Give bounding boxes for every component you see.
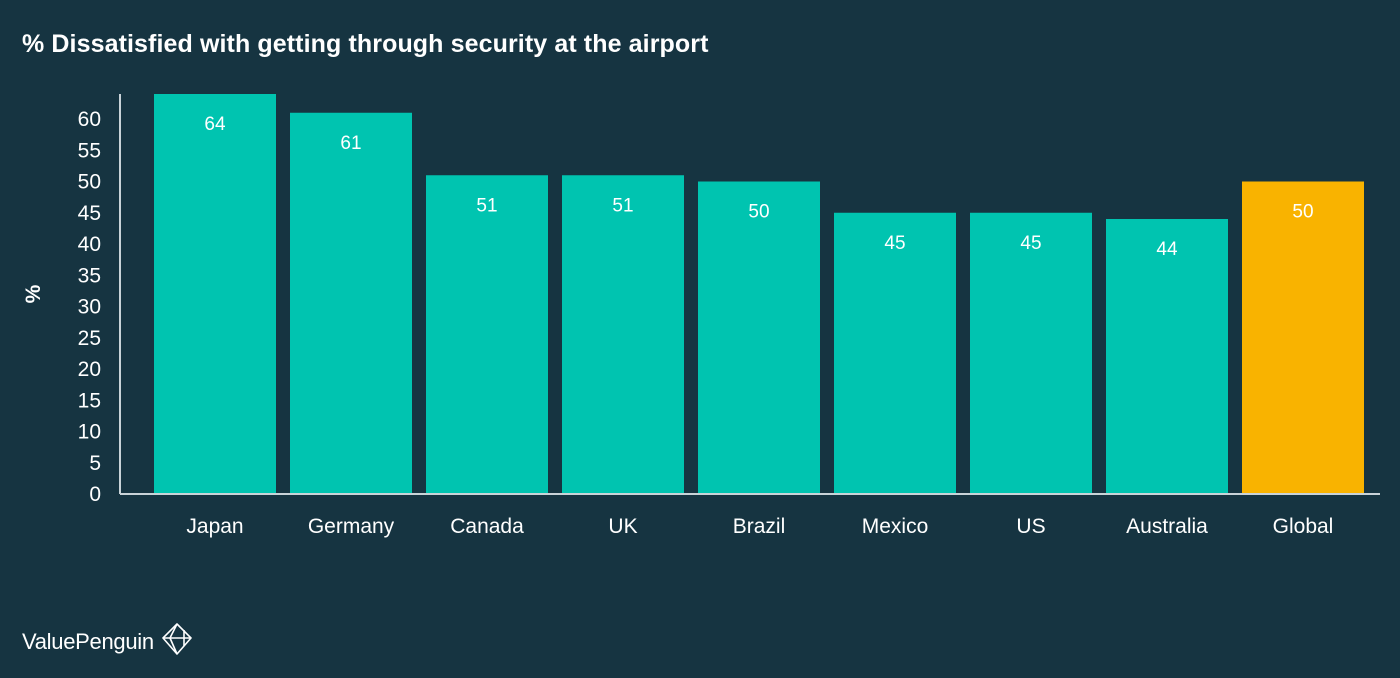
y-tick-label: 60 <box>78 108 101 131</box>
bar-japan <box>154 94 276 494</box>
data-label: 64 <box>204 114 226 135</box>
data-label: 51 <box>612 195 633 216</box>
branding: ValuePenguin <box>22 622 194 661</box>
y-tick-label: 10 <box>78 421 101 444</box>
x-tick-label: Japan <box>186 515 243 538</box>
y-tick-label: 5 <box>89 452 101 475</box>
bar-uk <box>562 175 684 494</box>
y-tick-label: 0 <box>89 483 101 506</box>
y-tick-label: 20 <box>78 358 101 381</box>
bar-global <box>1242 181 1364 494</box>
bar-germany <box>290 112 412 494</box>
y-tick-label: 55 <box>78 139 101 162</box>
x-tick-label: Canada <box>450 515 524 538</box>
data-label: 45 <box>1020 233 1041 254</box>
x-axis-labels: Japan Germany Canada UK Brazil Mexico US Austra… <box>186 515 1333 538</box>
bar-canada <box>426 175 548 494</box>
data-label: 45 <box>884 233 905 254</box>
y-axis-ticks: 0 5 10 15 20 25 30 35 40 45 50 55 60 <box>78 108 101 506</box>
data-label: 44 <box>1156 239 1178 260</box>
y-tick-label: 30 <box>78 296 101 319</box>
y-tick-label: 50 <box>78 171 101 194</box>
bar-brazil <box>698 181 820 494</box>
bar-us <box>970 212 1092 494</box>
bar-chart: 0 5 10 15 20 25 30 35 40 45 50 55 60 64 61 51 51 50 45 45 4… <box>22 94 1380 538</box>
y-axis-title: % <box>22 284 45 303</box>
brand-name: ValuePenguin <box>22 628 154 654</box>
x-tick-label: Australia <box>1126 515 1208 538</box>
y-tick-label: 25 <box>78 327 101 350</box>
y-tick-label: 35 <box>78 264 101 287</box>
x-tick-label: Brazil <box>733 515 786 538</box>
y-tick-label: 15 <box>78 389 101 412</box>
y-tick-label: 45 <box>78 202 101 225</box>
x-tick-label: Germany <box>308 515 395 538</box>
bars <box>154 94 1364 494</box>
bar-mexico <box>834 212 956 494</box>
x-tick-label: Global <box>1273 515 1334 538</box>
x-tick-label: Mexico <box>862 515 929 538</box>
x-tick-label: UK <box>608 515 637 538</box>
data-label: 61 <box>340 133 361 154</box>
data-label: 51 <box>476 195 497 216</box>
valuepenguin-logo-icon <box>160 622 194 661</box>
data-labels: 64 61 51 51 50 45 45 44 50 <box>204 114 1313 260</box>
data-label: 50 <box>748 202 769 223</box>
bar-australia <box>1106 219 1228 494</box>
x-tick-label: US <box>1016 515 1045 538</box>
y-tick-label: 40 <box>78 233 101 256</box>
chart-title: % Dissatisfied with getting through secu… <box>22 30 709 58</box>
data-label: 50 <box>1292 202 1313 223</box>
